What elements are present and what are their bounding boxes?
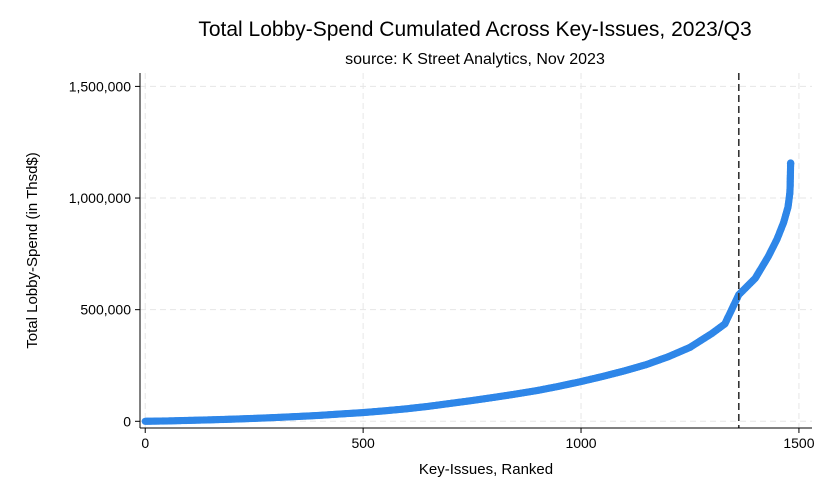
chart-title: Total Lobby-Spend Cumulated Across Key-I… (198, 18, 752, 41)
data-series (141, 159, 795, 425)
y-tick-label: 1,000,000 (69, 190, 131, 206)
y-axis-label: Total Lobby-Spend (in Thsd$) (24, 152, 41, 349)
chart-subtitle: source: K Street Analytics, Nov 2023 (345, 51, 605, 68)
x-tick-label: 0 (141, 435, 149, 451)
grid-lines (140, 73, 812, 428)
axes: 0 500 1000 1500 0 500,000 1,000,000 1,500,000 (69, 73, 815, 451)
y-tick-label: 0 (123, 413, 131, 429)
x-tick-label: 500 (351, 435, 375, 451)
y-tick-label: 500,000 (80, 302, 131, 318)
data-point (786, 159, 795, 168)
x-tick-label: 1500 (783, 435, 814, 451)
x-axis-label: Key-Issues, Ranked (419, 461, 553, 478)
y-tick-label: 1,500,000 (69, 78, 131, 94)
x-tick-label: 1000 (565, 435, 596, 451)
